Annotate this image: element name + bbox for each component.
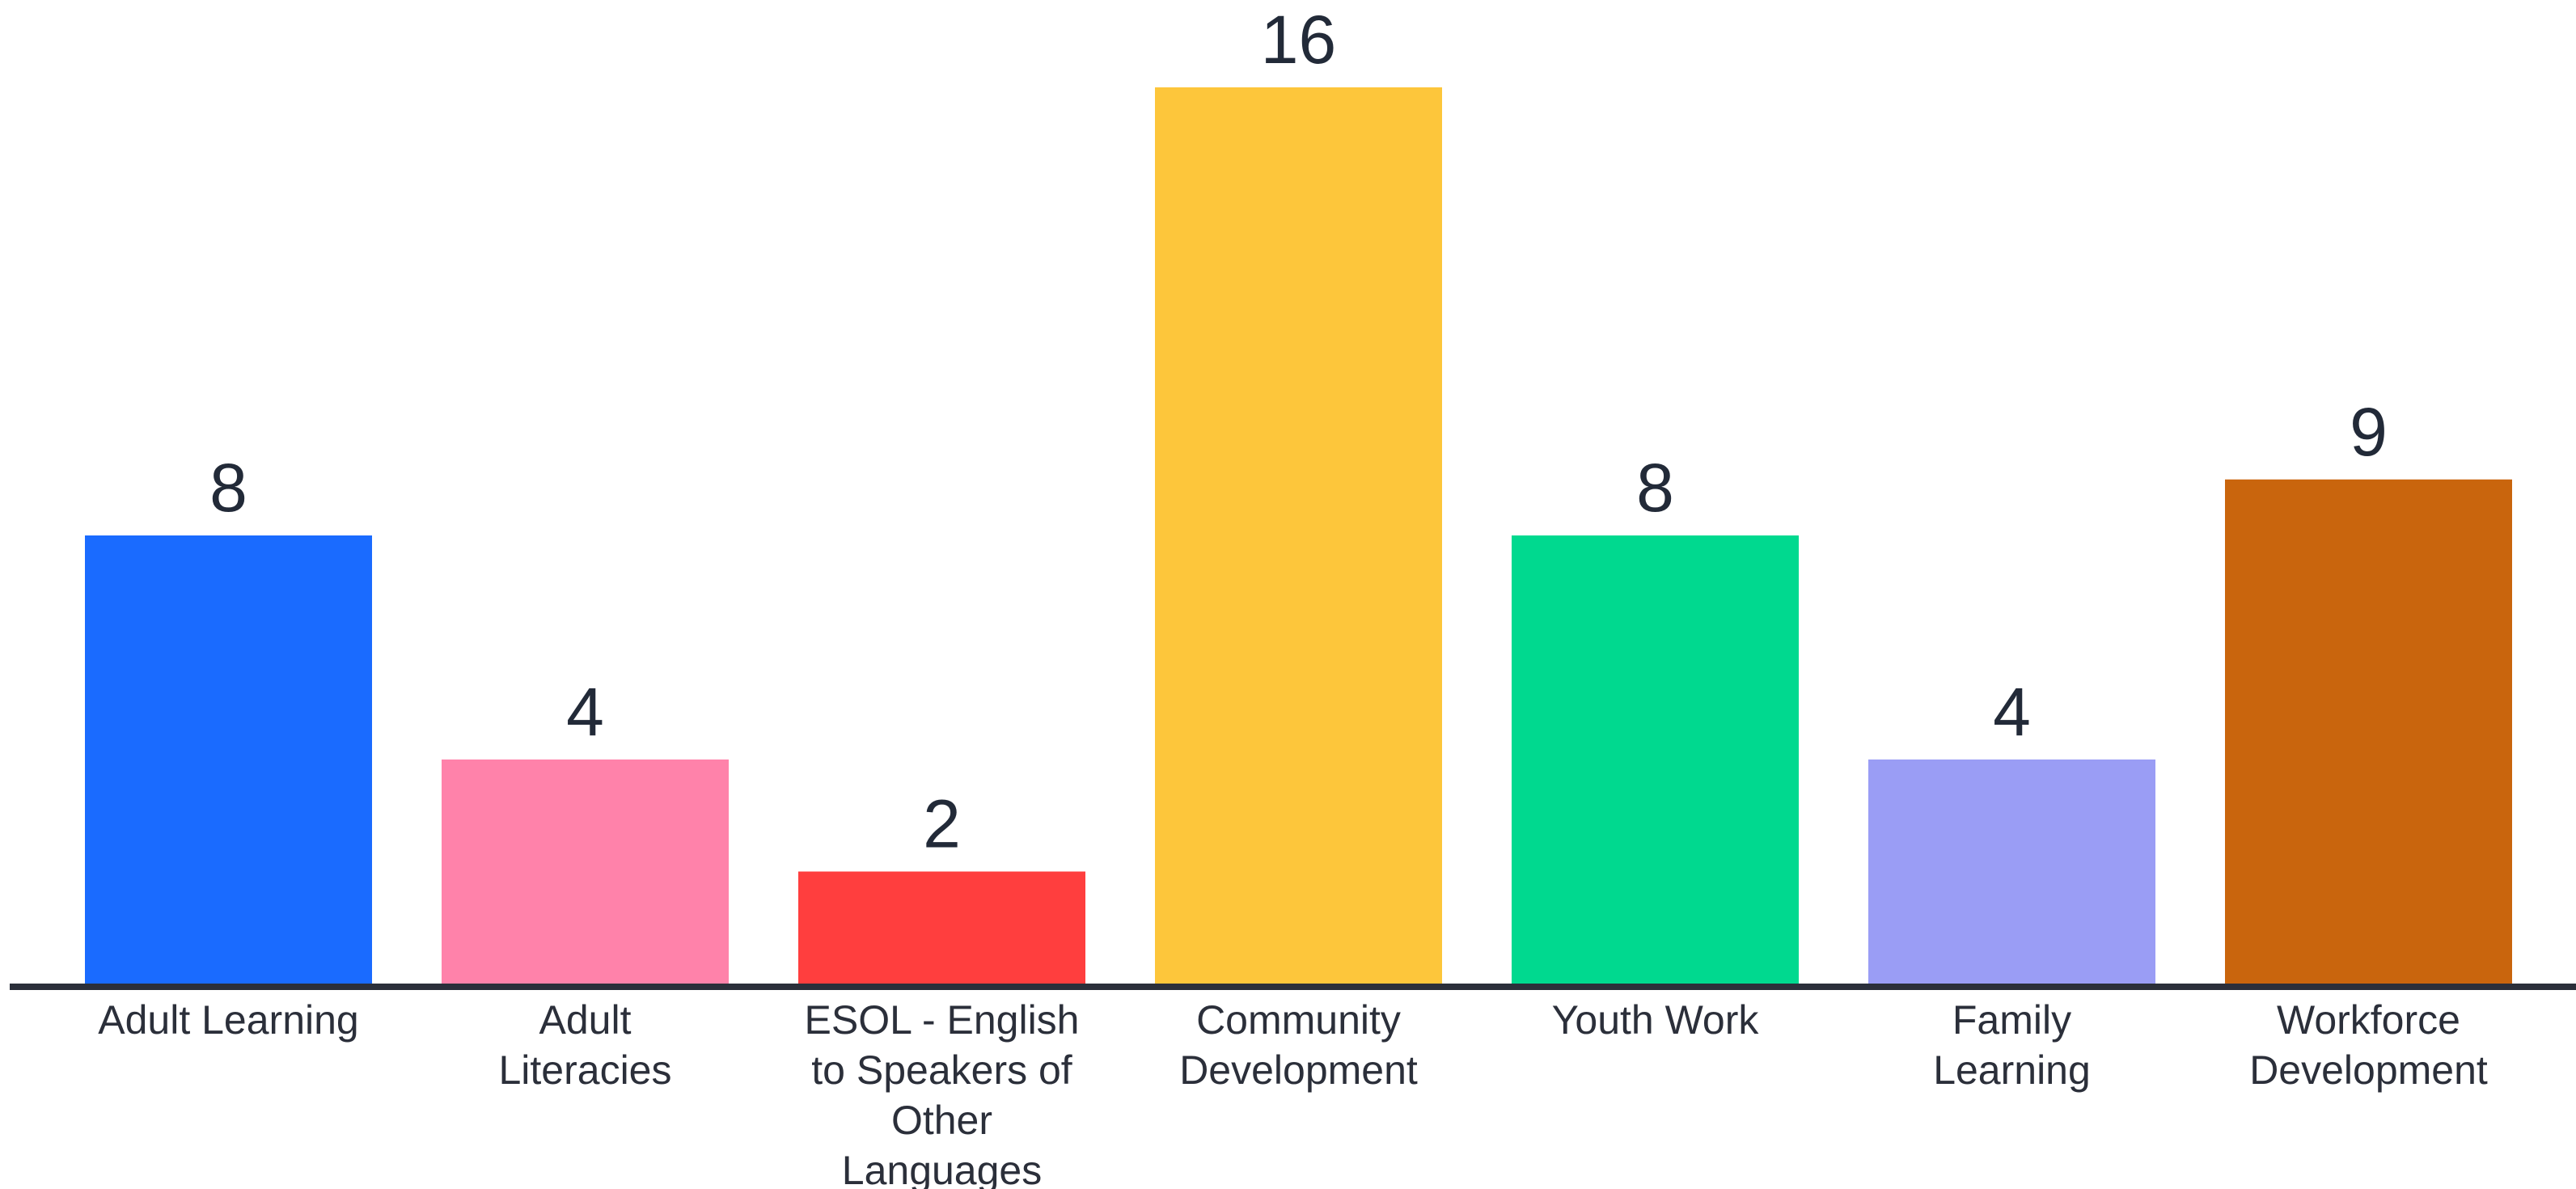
category-label: Community Development xyxy=(1179,997,1418,1093)
bar xyxy=(442,760,729,984)
bar-value-label: 4 xyxy=(1993,674,2031,750)
category-label-line: Community xyxy=(1196,997,1401,1043)
category-label-line: to Speakers of xyxy=(811,1047,1072,1093)
category-label-line: Development xyxy=(1179,1047,1418,1093)
category-label: Workforce Development xyxy=(2249,997,2488,1093)
category-label: Family Learning xyxy=(1933,997,2091,1093)
category-label-line: ESOL - English xyxy=(805,997,1080,1043)
bar xyxy=(1155,87,1442,984)
category-labels-group: Adult Learning Adult Literacies ESOL - Engl… xyxy=(98,997,2488,1189)
category-label-line: Workforce xyxy=(2277,997,2460,1043)
bar xyxy=(85,535,372,984)
category-label-line: Languages xyxy=(842,1148,1042,1189)
category-label: Youth Work xyxy=(1552,997,1760,1043)
bar-value-label: 9 xyxy=(2350,394,2388,470)
bar-value-label: 8 xyxy=(209,450,247,526)
bar-value-label: 4 xyxy=(566,674,604,750)
category-label-line: Development xyxy=(2249,1047,2488,1093)
value-labels-group: 8 4 2 16 8 4 9 xyxy=(209,2,2388,862)
category-label-line: Learning xyxy=(1933,1047,2091,1093)
category-label: Adult Literacies xyxy=(499,997,672,1093)
bar-value-label: 16 xyxy=(1261,2,1336,78)
bar-value-label: 2 xyxy=(923,786,961,862)
category-label-line: Literacies xyxy=(499,1047,672,1093)
bar-value-label: 8 xyxy=(1636,450,1674,526)
category-label: ESOL - English to Speakers of Other Languag… xyxy=(805,997,1080,1189)
category-label-line: Adult Learning xyxy=(98,997,358,1043)
category-label-line: Family xyxy=(1952,997,2071,1043)
bar xyxy=(1512,535,1799,984)
category-label: Adult Learning xyxy=(98,997,358,1043)
category-label-line: Adult xyxy=(539,997,632,1043)
category-label-line: Other xyxy=(891,1098,992,1143)
bar xyxy=(1868,760,2155,984)
category-label-line: Youth Work xyxy=(1552,997,1760,1043)
bar xyxy=(798,871,1085,984)
bar xyxy=(2225,479,2512,984)
bars-group xyxy=(85,87,2512,984)
